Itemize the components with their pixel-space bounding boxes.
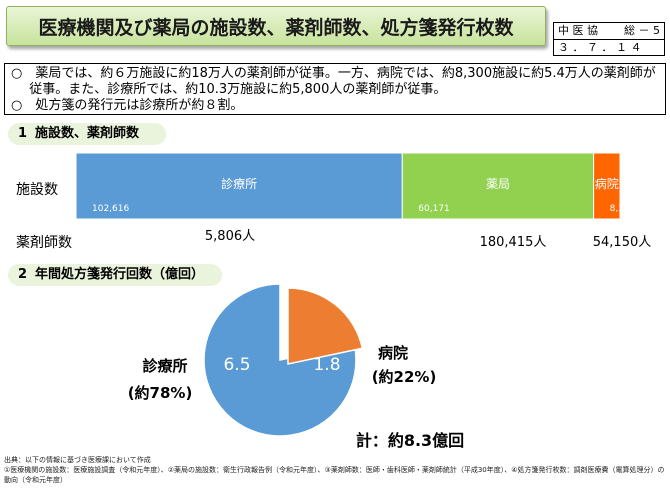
bar-segment-0 <box>75 152 403 220</box>
row-label-facilities: 施設数 <box>16 182 58 198</box>
pharmacist-count-2: 54,150人 <box>593 235 652 250</box>
bar-value-label-1: 60,171 <box>418 204 450 214</box>
pharmacist-count-1: 180,415人 <box>480 235 547 250</box>
bar-segment-name-0: 診療所 <box>221 176 257 191</box>
pie-percent-label-0: (約78%) <box>128 384 193 402</box>
section-1-heading: 1 施設数、薬剤師数 <box>8 123 166 145</box>
pie-value-label-0: 6.5 <box>223 355 250 375</box>
pie-slice-1 <box>287 287 364 365</box>
stacked-bar-chart: 診療所 102,616 薬局 60,171 病院 8,300 5,806人 180,415人 5… <box>75 152 652 250</box>
section-1-number: 1 <box>18 126 28 141</box>
pie-value-label-1: 1.8 <box>313 355 340 375</box>
summary-line-2: ○ 処方箋の発行元は診療所が約８割。 <box>11 98 244 113</box>
bar-segment-2 <box>593 152 621 220</box>
row-label-pharmacists: 薬剤師数 <box>16 235 72 251</box>
pie-percent-label-1: (約22%) <box>372 368 437 386</box>
summary-box: ○ 薬局では、約６万施設に約18万人の薬剤師が従事。一方、病院では、約8,300… <box>4 63 666 115</box>
document-code-box: 中 医 協 総 － 5 ３ ． ７ ． １ ４ <box>553 22 665 56</box>
bar-value-label-2: 8,300 <box>610 204 636 214</box>
bar-segment-1 <box>401 152 595 220</box>
section-2-title: 年間処方箋発行回数（億回） <box>35 267 205 282</box>
summary-line-1: ○ 薬局では、約６万施設に約18万人の薬剤師が従事。一方、病院では、約8,300… <box>11 66 656 97</box>
pie-chart: 6.5 1.8 診療所 (約78%) 病院 (約22%) 計：約8.3億回 <box>128 283 464 450</box>
pie-total-label: 計：約8.3億回 <box>356 431 464 450</box>
section-1-title: 施設数、薬剤師数 <box>35 126 140 141</box>
source-footnote: 出典：以下の情報に基づき医療課において作成 ①医療機関の施設数：医療施設調査（令… <box>4 455 666 485</box>
pie-slice-0 <box>203 283 357 437</box>
page-title: 医療機関及び薬局の施設数、薬剤師数、処方箋発行枚数 <box>6 6 546 46</box>
footnote-line-1: 出典：以下の情報に基づき医療課において作成 <box>4 456 151 464</box>
section-2-heading: 2 年間処方箋発行回数（億回） <box>8 264 222 286</box>
doc-date: ３ ． ７ ． １ ４ <box>558 41 642 54</box>
section-2-number: 2 <box>18 267 28 282</box>
bar-segment-name-1: 薬局 <box>486 177 510 191</box>
pharmacist-count-0: 5,806人 <box>205 229 255 244</box>
bar-value-label-0: 102,616 <box>92 204 129 214</box>
pie-category-label-1: 病院 <box>378 344 408 362</box>
doc-number: 総 － 5 <box>624 24 660 37</box>
doc-org: 中 医 協 <box>558 24 598 37</box>
pie-category-label-0: 診療所 <box>142 357 187 375</box>
bar-segment-name-2: 病院 <box>595 176 619 191</box>
footnote-line-2: ①医療機関の施設数：医療施設調査（令和元年度）、②薬局の施設数：衛生行政報告例（… <box>4 466 665 484</box>
